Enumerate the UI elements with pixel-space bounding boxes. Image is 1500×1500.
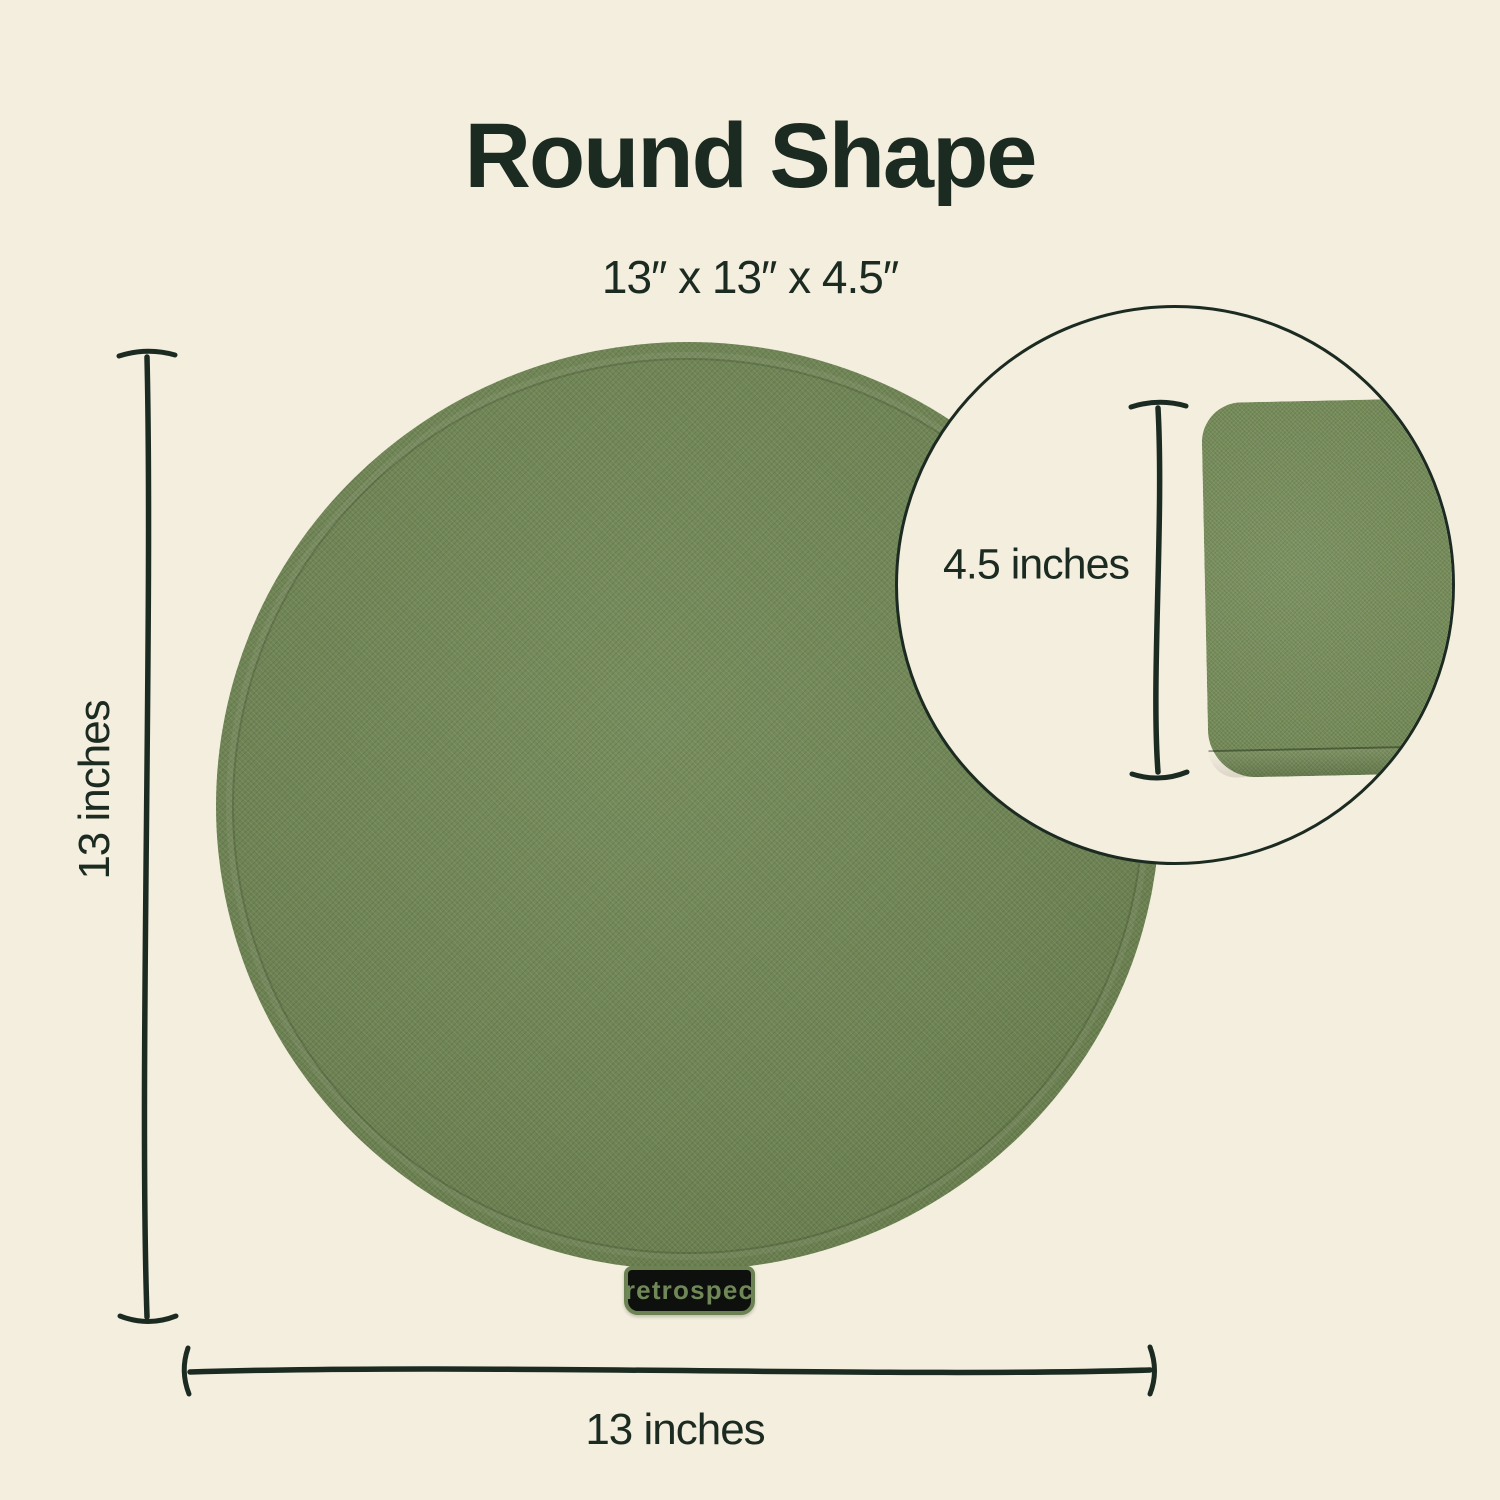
thickness-label: 4.5 inches (942, 540, 1130, 589)
brand-tag: retrospec (624, 1266, 755, 1315)
width-label: 13 inches (585, 1405, 765, 1454)
height-label: 13 inches (70, 700, 119, 880)
dimensions-subtitle: 13″ x 13″ x 4.5″ (601, 251, 899, 303)
height-line (141, 354, 152, 1320)
cushion-side-bottom-seam (1208, 743, 1452, 779)
cushion-side-view (1201, 396, 1452, 779)
height-dimension-line (116, 348, 179, 1324)
width-line-right-cap (1147, 1344, 1157, 1397)
height-line-top-cap (116, 348, 178, 359)
width-line (187, 1366, 1153, 1376)
page-title: Round Shape (464, 105, 1038, 207)
height-line-bottom-cap (117, 1313, 179, 1324)
brand-tag-label: retrospec (624, 1275, 755, 1305)
width-line-left-cap (181, 1345, 192, 1397)
width-dimension-line (181, 1344, 1157, 1397)
